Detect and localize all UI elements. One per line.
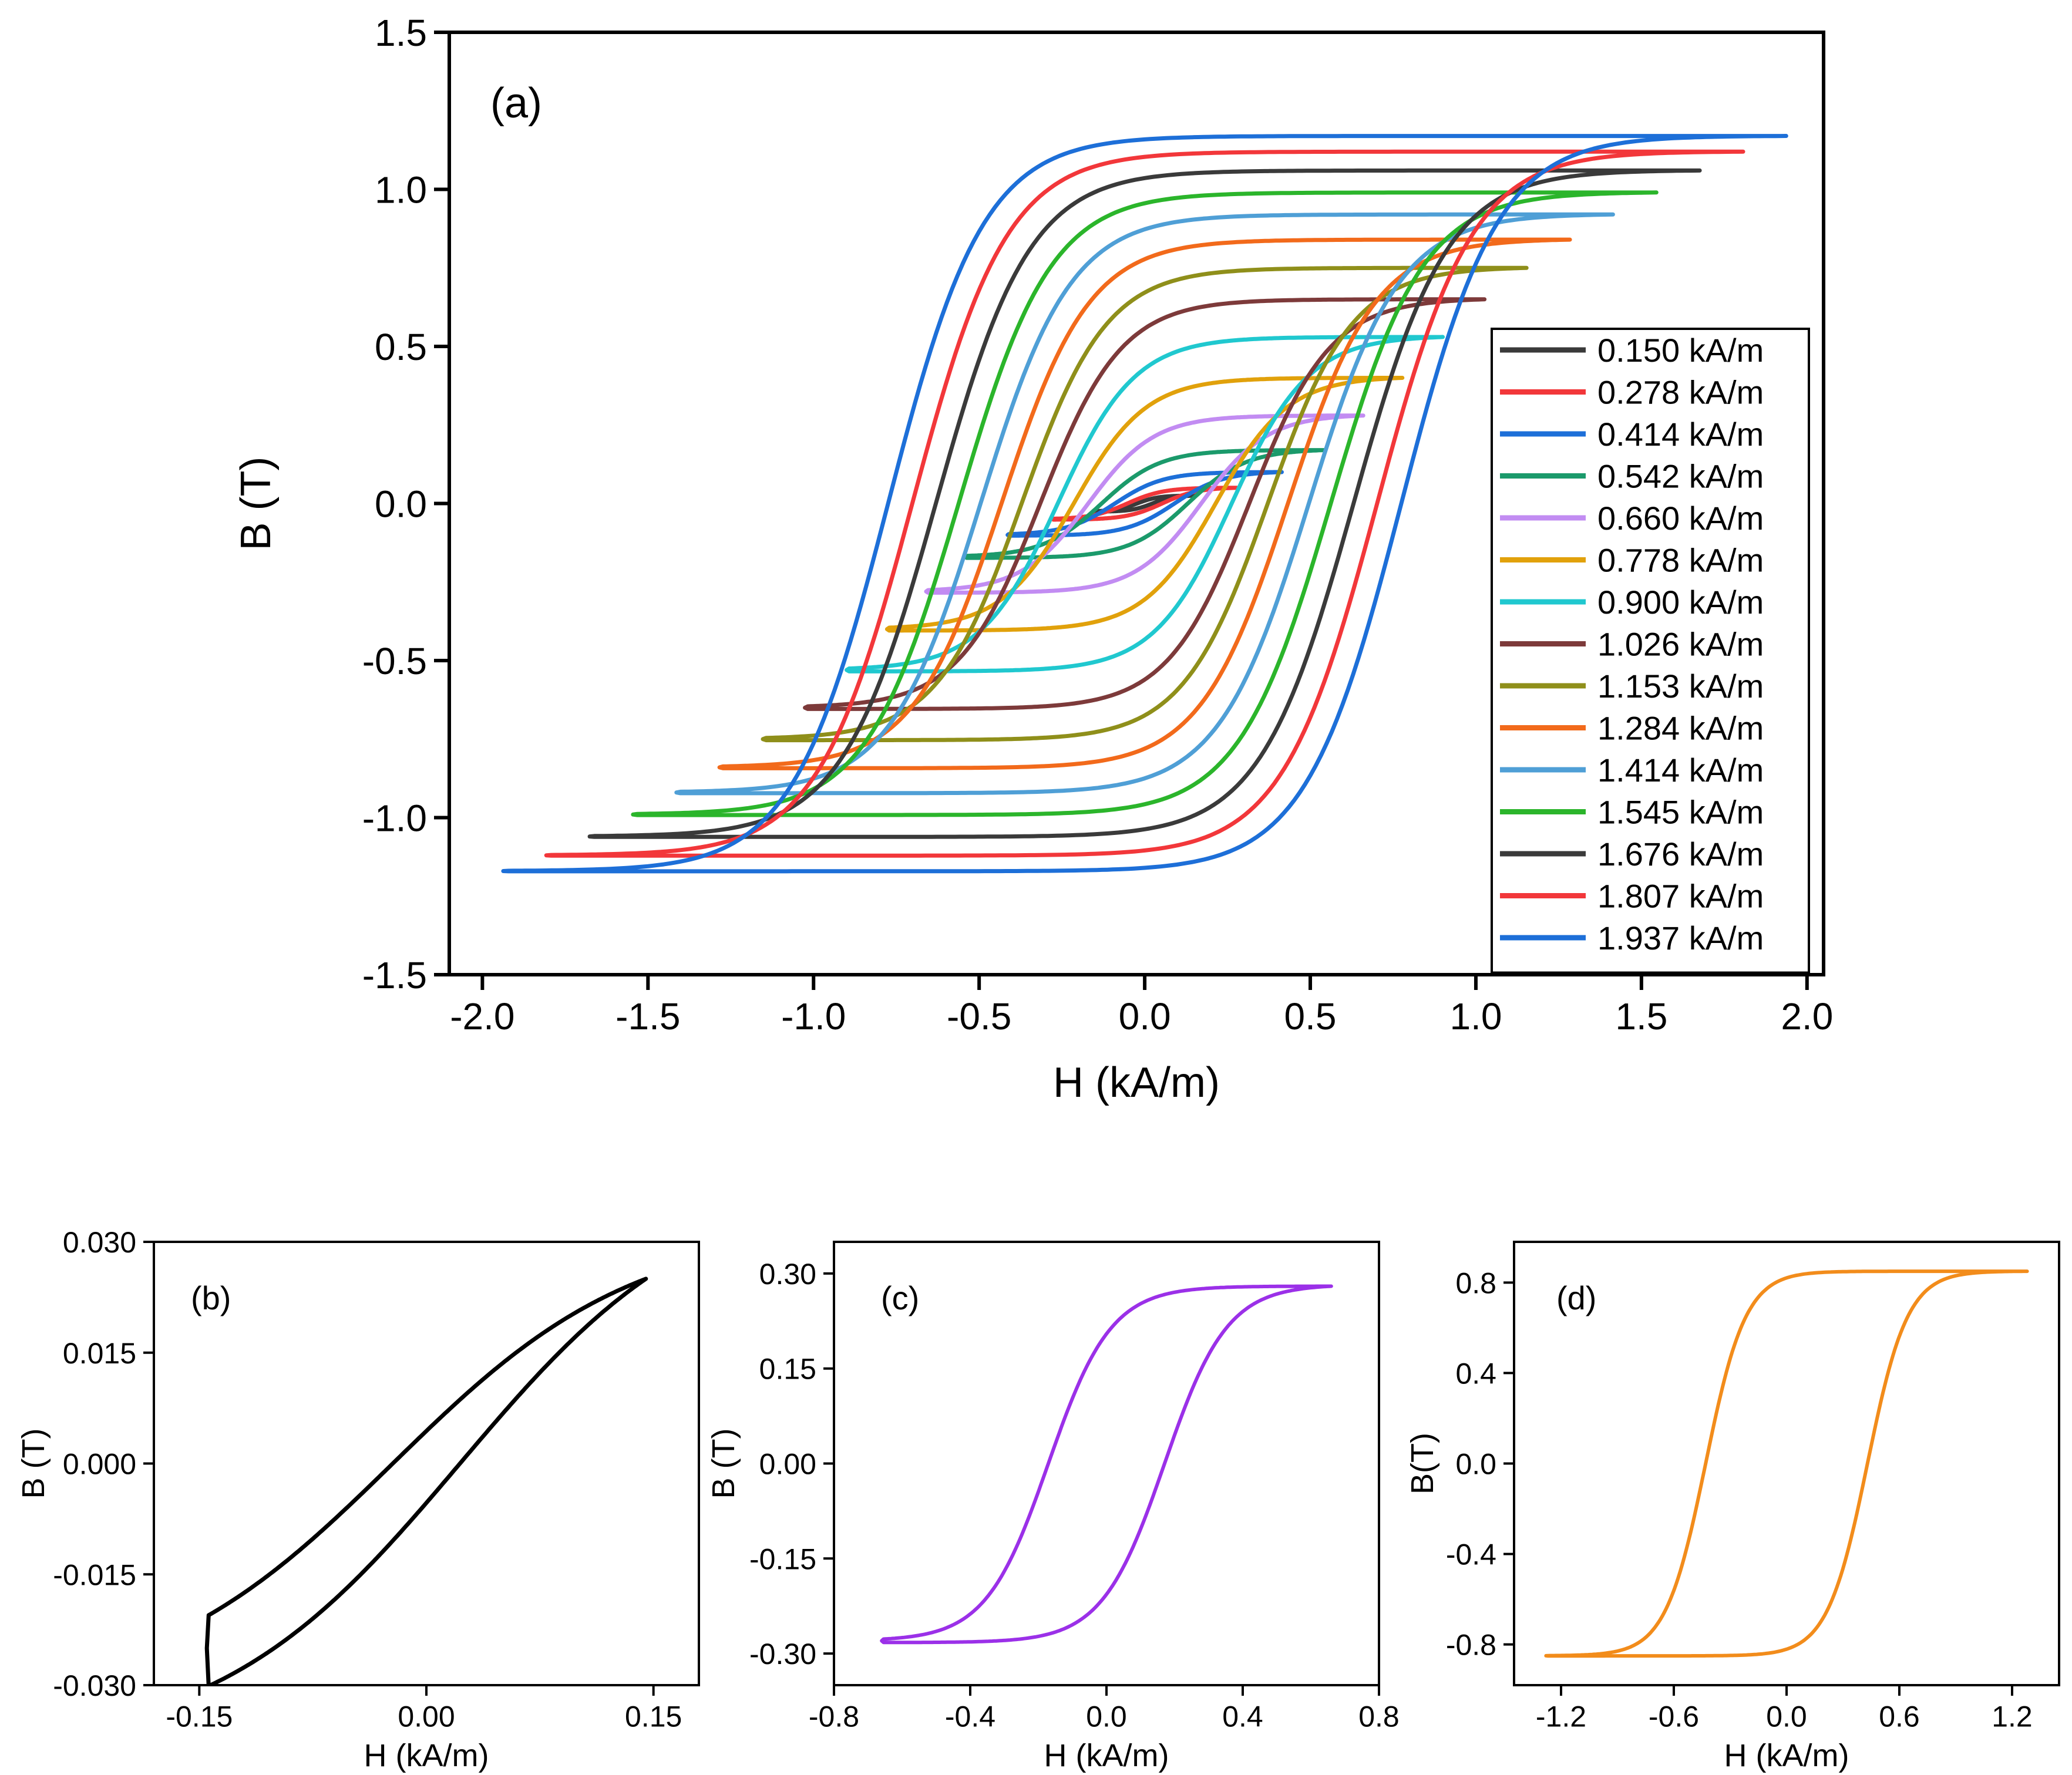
legend-label-5: 0.778 kA/m (1597, 542, 1764, 579)
plot-area-b (204, 1276, 648, 1685)
hysteresis-loop-d-0 (1544, 1269, 2029, 1658)
hysteresis-loop-a-9 (717, 237, 1572, 770)
y-tick-label-a-3: 0.0 (375, 483, 427, 526)
plot-area-c (880, 1284, 1333, 1645)
hysteresis-loop-a-6 (845, 335, 1445, 673)
y-tick-label-a-1: -1.0 (362, 797, 427, 840)
x-tick-label-a-7: 1.5 (1615, 995, 1667, 1038)
x-axis-title-b: H (kA/m) (364, 1738, 489, 1773)
hysteresis-loop-a-13 (544, 149, 1745, 858)
y-tick-label-b-1: -0.015 (53, 1558, 136, 1591)
panel-label-a: (a) (490, 80, 542, 127)
legend-label-9: 1.284 kA/m (1597, 710, 1764, 747)
y-tick-label-d-4: 0.8 (1455, 1267, 1496, 1299)
y-tick-label-b-2: 0.000 (63, 1448, 136, 1481)
panel-label-b: (b) (191, 1279, 231, 1316)
y-axis-title-b: B (T) (16, 1429, 51, 1499)
hysteresis-loop-b-0 (204, 1276, 648, 1685)
x-axis-title-c: H (kA/m) (1044, 1738, 1169, 1773)
x-axis-title-d: H (kA/m) (1724, 1738, 1849, 1773)
x-tick-label-c-4: 0.8 (1358, 1700, 1400, 1733)
x-axis-title-a: H (kA/m) (1053, 1059, 1220, 1106)
y-tick-label-a-6: 1.5 (375, 12, 427, 54)
x-tick-label-c-0: -0.8 (809, 1700, 859, 1733)
x-tick-label-a-8: 2.0 (1781, 995, 1833, 1038)
hysteresis-loop-a-8 (761, 265, 1529, 743)
y-tick-label-c-3: 0.15 (759, 1353, 816, 1386)
x-tick-label-d-2: 0.0 (1766, 1700, 1807, 1733)
legend-label-0: 0.150 kA/m (1597, 332, 1764, 369)
panel-label-d: (d) (1556, 1279, 1596, 1316)
x-tick-label-a-6: 1.0 (1449, 995, 1502, 1038)
hysteresis-loop-a-2 (1005, 470, 1284, 538)
y-tick-label-b-3: 0.015 (63, 1337, 136, 1370)
hysteresis-loop-a-5 (884, 376, 1405, 633)
x-tick-label-b-1: 0.00 (398, 1700, 455, 1733)
legend-label-10: 1.414 kA/m (1597, 752, 1764, 789)
x-tick-label-a-3: -0.5 (947, 995, 1011, 1038)
panel-label-c: (c) (881, 1279, 919, 1316)
x-tick-label-a-4: 0.0 (1119, 995, 1171, 1038)
legend-label-13: 1.807 kA/m (1597, 878, 1764, 915)
y-tick-label-b-0: -0.030 (53, 1669, 136, 1702)
y-axis-title-a: B (T) (233, 457, 280, 551)
x-tick-label-d-0: -1.2 (1536, 1700, 1586, 1733)
hysteresis-loop-a-7 (803, 297, 1487, 711)
y-tick-label-d-0: -0.8 (1446, 1629, 1496, 1662)
x-tick-label-a-5: 0.5 (1284, 995, 1337, 1038)
legend-label-4: 0.660 kA/m (1597, 500, 1764, 537)
y-tick-label-a-5: 1.0 (375, 169, 427, 211)
hysteresis-loop-a-12 (587, 168, 1702, 839)
legend-label-2: 0.414 kA/m (1597, 416, 1764, 453)
chart-panel-c: -0.8 -0.4 0.0 0.4 0.8 -0.30 -0.15 0.00 0.15 0.30 H… (706, 1241, 1400, 1773)
y-tick-label-c-2: 0.00 (759, 1448, 816, 1481)
x-tick-label-d-3: 0.6 (1879, 1700, 1920, 1733)
legend-label-8: 1.153 kA/m (1597, 668, 1764, 705)
chart-panel-a: -2.0 -1.5 -1.0 -0.5 0.0 0.5 1.0 1.5 2.0 -1.5 -1.0 -… (233, 12, 1833, 1106)
y-tick-label-c-1: -0.15 (749, 1542, 816, 1575)
y-tick-label-b-4: 0.030 (63, 1226, 136, 1259)
plot-area-a (501, 134, 1788, 874)
plot-area-d (1544, 1269, 2029, 1658)
y-tick-label-c-0: -0.30 (749, 1638, 816, 1670)
x-tick-label-c-2: 0.0 (1086, 1700, 1127, 1733)
hysteresis-loop-a-11 (631, 190, 1659, 817)
legend-label-14: 1.937 kA/m (1597, 920, 1764, 956)
plot-frame-b (153, 1241, 700, 1686)
y-tick-label-a-0: -1.5 (362, 954, 427, 996)
y-tick-label-c-4: 0.30 (759, 1258, 816, 1291)
legend-label-6: 0.900 kA/m (1597, 584, 1764, 621)
y-tick-label-d-1: -0.4 (1446, 1538, 1496, 1571)
legend-label-1: 0.278 kA/m (1597, 374, 1764, 411)
x-tick-label-a-2: -1.0 (781, 995, 846, 1038)
hysteresis-loop-a-10 (674, 212, 1615, 796)
y-tick-label-d-3: 0.4 (1455, 1357, 1496, 1390)
legend-label-11: 1.545 kA/m (1597, 794, 1764, 831)
x-tick-label-d-4: 1.2 (1992, 1700, 2033, 1733)
y-tick-label-d-2: 0.0 (1455, 1448, 1496, 1481)
x-tick-label-b-0: -0.15 (166, 1700, 233, 1733)
hysteresis-loop-a-4 (924, 413, 1365, 595)
hysteresis-loop-c-0 (880, 1284, 1333, 1645)
chart-panel-b: -0.15 0.00 0.15 -0.030 -0.015 0.000 0.015 0.030… (16, 1226, 700, 1773)
x-tick-label-c-3: 0.4 (1222, 1700, 1263, 1733)
x-tick-label-c-1: -0.4 (945, 1700, 995, 1733)
x-tick-label-a-1: -1.5 (615, 995, 680, 1038)
y-tick-label-a-4: 0.5 (375, 326, 427, 368)
hysteresis-loop-a-3 (963, 448, 1327, 560)
chart-panel-d: -1.2 -0.6 0.0 0.6 1.2 -0.8 -0.4 0.0 0.4 0.8 H (kA/… (1405, 1241, 2060, 1773)
x-tick-label-b-2: 0.15 (625, 1700, 682, 1733)
y-tick-label-a-2: -0.5 (362, 640, 427, 682)
y-axis-title-c: B (T) (706, 1429, 741, 1499)
legend-label-12: 1.676 kA/m (1597, 836, 1764, 873)
y-axis-title-d: B(T) (1405, 1433, 1440, 1494)
legend-label-7: 1.026 kA/m (1597, 626, 1764, 663)
legend-label-3: 0.542 kA/m (1597, 458, 1764, 495)
x-tick-label-d-1: -0.6 (1649, 1700, 1699, 1733)
x-tick-label-a-0: -2.0 (450, 995, 514, 1038)
hysteresis-loop-a-14 (501, 134, 1788, 874)
